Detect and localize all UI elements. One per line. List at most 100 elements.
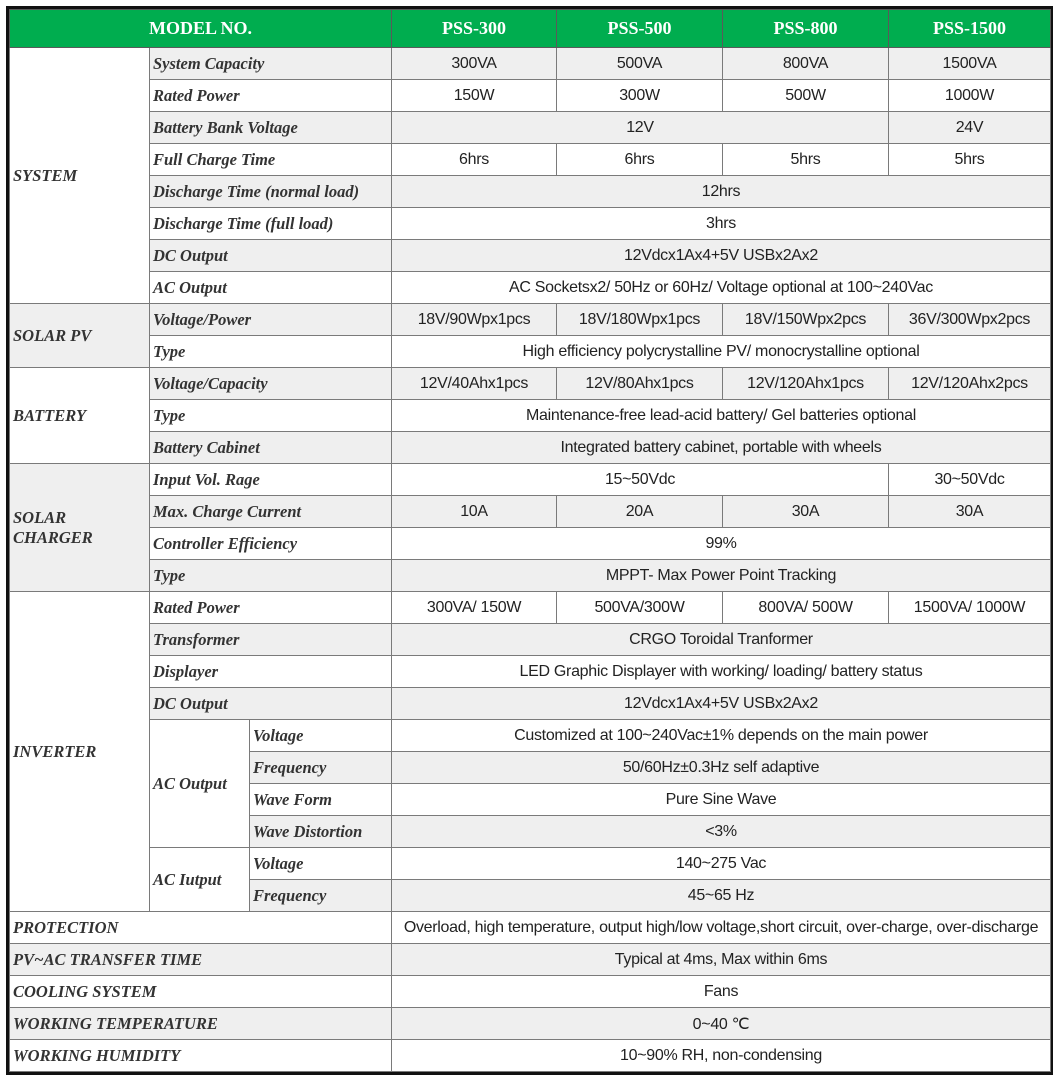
value-cell: 12V/40Ahx1pcs [391, 367, 557, 400]
table-row: Controller Efficiency 99% [10, 527, 1051, 560]
value-cell: 12V/120Ahx1pcs [722, 367, 889, 400]
row-label: System Capacity [149, 47, 392, 80]
value-cell: 5hrs [888, 143, 1051, 176]
value-cell: 300VA [391, 47, 557, 80]
group-label-cell: AC Output [149, 719, 250, 848]
row-label: WORKING TEMPERATURE [9, 1007, 392, 1040]
table-row: Discharge Time (full load) 3hrs [10, 207, 1051, 240]
category-cell: BATTERY [9, 367, 150, 464]
value-cell: 1500VA [888, 47, 1051, 80]
value-cell: 800VA/ 500W [722, 591, 889, 624]
value-cell: 1000W [888, 79, 1051, 112]
value-cell: 12hrs [391, 175, 1051, 208]
value-cell: 45~65 Hz [391, 879, 1051, 912]
row-label: Controller Efficiency [149, 527, 392, 560]
value-cell: 500VA/300W [556, 591, 723, 624]
category-cell: INVERTER [9, 591, 150, 912]
row-label: PROTECTION [9, 911, 392, 944]
value-cell: 5hrs [722, 143, 889, 176]
value-cell: LED Graphic Displayer with working/ load… [391, 655, 1051, 688]
value-cell: Customized at 100~240Vac±1% depends on t… [391, 719, 1051, 752]
value-cell: Pure Sine Wave [391, 783, 1051, 816]
group-label-cell: AC Iutput [149, 847, 250, 912]
value-cell: 3hrs [391, 207, 1051, 240]
table-row: AC Output AC Socketsx2/ 50Hz or 60Hz/ Vol… [10, 271, 1051, 304]
value-cell: 12Vdcx1Ax4+5V USBx2Ax2 [391, 239, 1051, 272]
value-cell: 150W [391, 79, 557, 112]
value-cell: 10~90% RH, non-condensing [391, 1039, 1051, 1072]
value-cell: 50/60Hz±0.3Hz self adaptive [391, 751, 1051, 784]
table-row: DC Output 12Vdcx1Ax4+5V USBx2Ax2 [10, 239, 1051, 272]
value-cell: Integrated battery cabinet, portable wit… [391, 431, 1051, 464]
header-row: MODEL NO. PSS-300 PSS-500 PSS-800 PSS-15… [9, 9, 1051, 48]
value-cell: 18V/150Wpx2pcs [722, 303, 889, 336]
model-header: PSS-800 [722, 9, 889, 48]
value-cell: AC Socketsx2/ 50Hz or 60Hz/ Voltage opti… [391, 271, 1051, 304]
table-row: Type MPPT- Max Power Point Tracking [10, 559, 1051, 592]
row-label: COOLING SYSTEM [9, 975, 392, 1008]
table-row: WORKING HUMIDITY 10~90% RH, non-condensin… [9, 1039, 1051, 1072]
table-row: Type High efficiency polycrystalline PV/ … [10, 335, 1051, 368]
value-cell: Typical at 4ms, Max within 6ms [391, 943, 1051, 976]
value-cell: 300W [556, 79, 723, 112]
table-row: SYSTEM System Capacity 300VA 500VA 800VA 1500… [9, 47, 1051, 304]
value-cell: 500VA [556, 47, 723, 80]
table-row: INVERTER Rated Power 300VA/ 150W 500VA/300W… [9, 591, 1051, 912]
value-cell: 12V/120Ahx2pcs [888, 367, 1051, 400]
value-cell: 800VA [722, 47, 889, 80]
table-row: Full Charge Time 6hrs 6hrs 5hrs 5hrs [10, 143, 1051, 176]
row-label: Type [149, 335, 392, 368]
table-row: Wave Distortion <3% [10, 815, 1051, 848]
table-row: Wave Form Pure Sine Wave [10, 783, 1051, 816]
row-label: Rated Power [149, 79, 392, 112]
table-row: Frequency 45~65 Hz [10, 879, 1051, 912]
row-label: AC Output [149, 271, 392, 304]
row-label: Type [149, 559, 392, 592]
row-label: Input Vol. Rage [149, 463, 392, 496]
row-label: WORKING HUMIDITY [9, 1039, 392, 1072]
row-label: DC Output [149, 239, 392, 272]
row-label: Discharge Time (normal load) [149, 175, 392, 208]
table-row: AC Iutput Voltage 140~275 Vac [10, 847, 1051, 912]
table-row: Transformer CRGO Toroidal Tranformer [10, 623, 1051, 656]
value-cell: 18V/90Wpx1pcs [391, 303, 557, 336]
row-label: Type [149, 399, 392, 432]
row-label: Max. Charge Current [149, 495, 392, 528]
table-row: Frequency 50/60Hz±0.3Hz self adaptive [10, 751, 1051, 784]
value-cell: 30~50Vdc [888, 463, 1051, 496]
table-row: PROTECTION Overload, high temperature, ou… [9, 911, 1051, 944]
category-cell: SOLAR CHARGER [9, 463, 150, 592]
value-cell: 12Vdcx1Ax4+5V USBx2Ax2 [391, 687, 1051, 720]
value-cell: MPPT- Max Power Point Tracking [391, 559, 1051, 592]
category-cell: SOLAR PV [9, 303, 150, 368]
table-row: SOLAR PV Voltage/Power 18V/90Wpx1pcs 18V/18… [9, 303, 1051, 368]
value-cell: 15~50Vdc [391, 463, 889, 496]
row-label: Full Charge Time [149, 143, 392, 176]
table-row: COOLING SYSTEM Fans [9, 975, 1051, 1008]
table-row: Max. Charge Current 10A 20A 30A 30A [10, 495, 1051, 528]
table-row: SOLAR CHARGER Input Vol. Rage 15~50Vdc 30~5… [9, 463, 1051, 592]
model-header: PSS-1500 [888, 9, 1051, 48]
value-cell: 6hrs [556, 143, 723, 176]
row-label: DC Output [149, 687, 392, 720]
value-cell: 1500VA/ 1000W [888, 591, 1051, 624]
row-label: Wave Distortion [249, 815, 392, 848]
value-cell: 24V [888, 111, 1051, 144]
value-cell: 18V/180Wpx1pcs [556, 303, 723, 336]
value-cell: CRGO Toroidal Tranformer [391, 623, 1051, 656]
model-no-header: MODEL NO. [9, 9, 392, 48]
row-label: Voltage [249, 719, 392, 752]
value-cell: 30A [888, 495, 1051, 528]
value-cell: 0~40 ℃ [391, 1007, 1051, 1040]
value-cell: 6hrs [391, 143, 557, 176]
spec-table: MODEL NO. PSS-300 PSS-500 PSS-800 PSS-15… [9, 9, 1051, 1072]
table-row: Type Maintenance-free lead-acid battery/ … [10, 399, 1051, 432]
row-label: Displayer [149, 655, 392, 688]
table-row: Battery Cabinet Integrated battery cabine… [10, 431, 1051, 464]
table-row: Battery Bank Voltage 12V 24V [10, 111, 1051, 144]
row-label: Transformer [149, 623, 392, 656]
value-cell: 300VA/ 150W [391, 591, 557, 624]
table-row: BATTERY Voltage/Capacity 12V/40Ahx1pcs 12V/… [9, 367, 1051, 464]
model-header: PSS-300 [391, 9, 557, 48]
value-cell: 140~275 Vac [391, 847, 1051, 880]
